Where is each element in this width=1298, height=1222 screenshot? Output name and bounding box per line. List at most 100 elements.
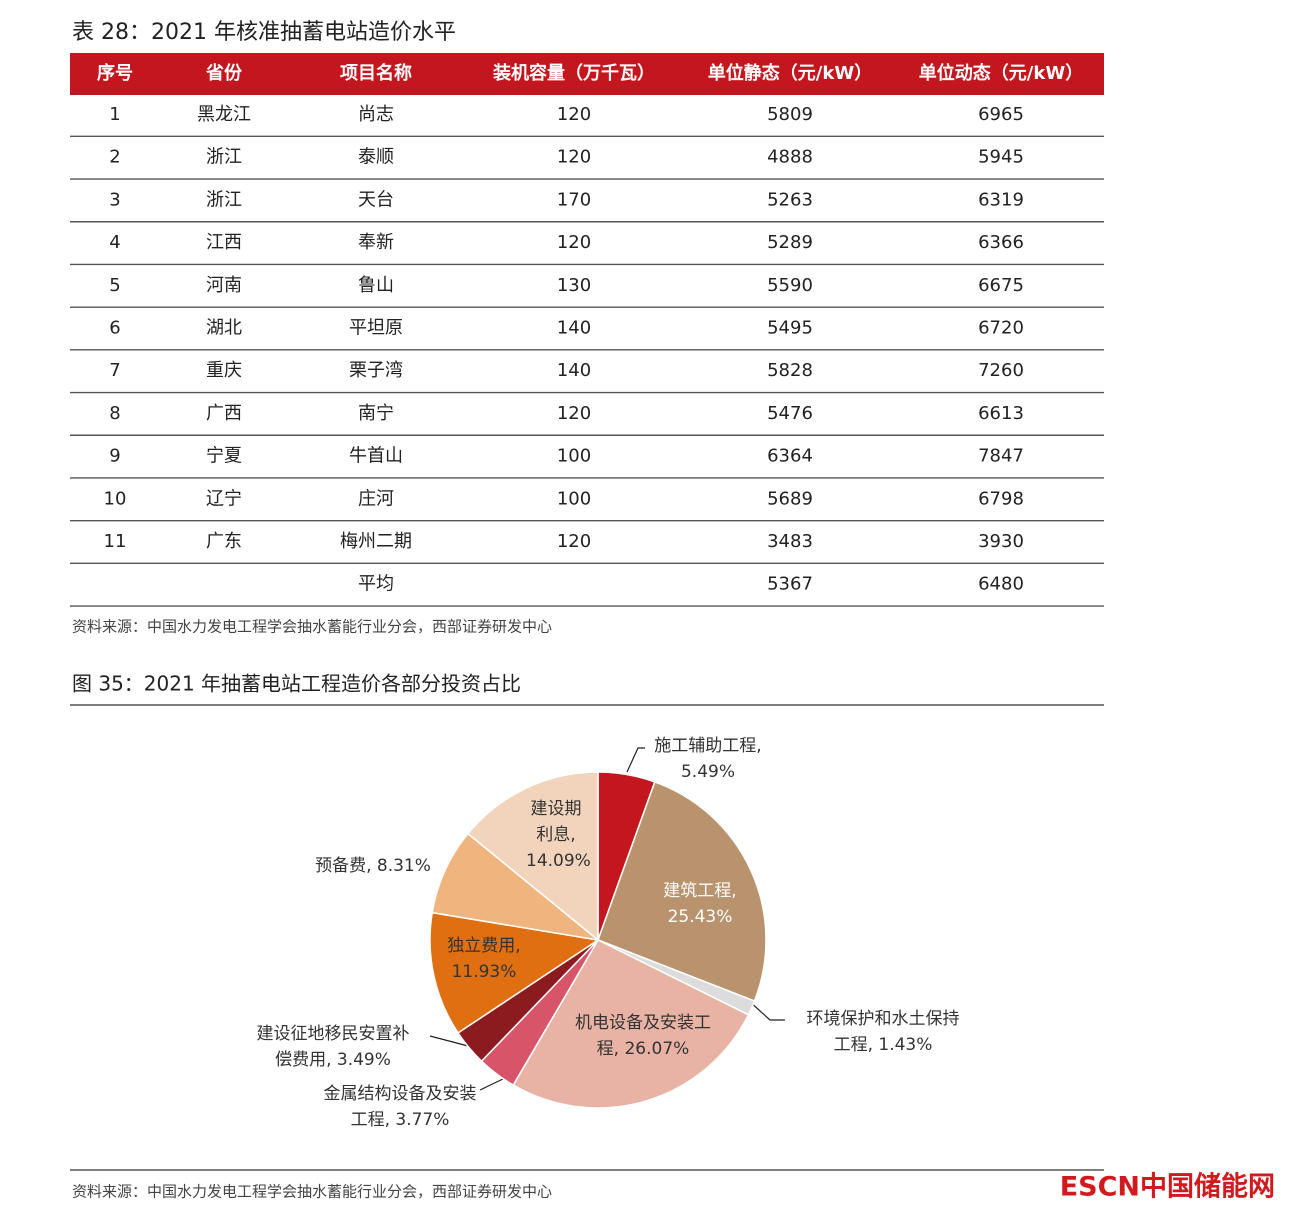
cell: 120 <box>557 531 591 552</box>
label-text: 8.31% <box>376 856 431 876</box>
cell: 广西 <box>206 403 242 424</box>
slice-label: 施工辅助工程, 5.49% <box>638 733 778 785</box>
cell: 宁夏 <box>206 446 242 467</box>
cell: 2 <box>109 147 120 168</box>
label-text: 建设期利息, <box>530 799 582 845</box>
label-text: 14.09% <box>526 851 591 871</box>
slice-label: 建筑工程, 25.43% <box>645 878 755 930</box>
cell: 6366 <box>978 232 1024 253</box>
slice-label: 独立费用, 11.93% <box>429 933 539 985</box>
cell: 4888 <box>767 147 813 168</box>
cell: 6675 <box>978 275 1024 296</box>
header-cell: 单位静态（元/kW） <box>708 62 872 84</box>
header-cell: 单位动态（元/kW） <box>919 62 1083 84</box>
cell: 5809 <box>767 104 813 125</box>
cell: 7847 <box>978 446 1024 467</box>
label-text: 环境保护和水土保持工程, <box>806 1009 960 1055</box>
cell: 天台 <box>358 189 394 210</box>
cell: 9 <box>109 446 120 467</box>
cell: 120 <box>557 147 591 168</box>
cell: 7260 <box>978 360 1024 381</box>
label-text: 建筑工程, <box>663 881 737 901</box>
cell: 6613 <box>978 403 1024 424</box>
label-text: 11.93% <box>451 962 517 982</box>
cell: 平坦原 <box>349 318 403 339</box>
label-text: 机电设备及安装工程, <box>575 1013 711 1059</box>
cell: 5689 <box>767 488 813 509</box>
cell: 120 <box>557 104 591 125</box>
cell: 6965 <box>978 104 1024 125</box>
cell: 浙江 <box>206 147 242 168</box>
cell: 辽宁 <box>206 488 242 509</box>
header-cell: 省份 <box>205 62 243 84</box>
label-text: 3.49% <box>336 1050 391 1070</box>
cell: 5289 <box>767 232 813 253</box>
cell: 5263 <box>767 189 813 210</box>
cell: 10 <box>104 488 127 509</box>
cell: 江西 <box>206 232 242 253</box>
cell: 5367 <box>767 574 813 595</box>
cell: 湖北 <box>206 318 242 339</box>
cell: 1 <box>109 104 120 125</box>
cell: 5828 <box>767 360 813 381</box>
cell: 120 <box>557 403 591 424</box>
chart-title: 图 35：2021 年抽蓄电站工程造价各部分投资占比 <box>72 672 521 696</box>
header-cell: 项目名称 <box>340 62 412 84</box>
cell: 6798 <box>978 488 1024 509</box>
cell: 栗子湾 <box>349 360 403 381</box>
cell: 浙江 <box>206 189 242 210</box>
label-text: 金属结构设备及安装工程, <box>323 1084 477 1130</box>
table-title: 表 28：2021 年核准抽蓄电站造价水平 <box>72 20 456 45</box>
cell: 7 <box>109 360 120 381</box>
cell: 黑龙江 <box>197 104 251 125</box>
slice-label: 建设征地移民安置补偿费用, 3.49% <box>253 1021 413 1073</box>
label-text: 施工辅助工程, <box>654 736 762 756</box>
cell: 3 <box>109 189 120 210</box>
pie-slice <box>597 780 767 1003</box>
cell: 泰顺 <box>358 147 394 168</box>
cell: 6319 <box>978 189 1024 210</box>
cell: 3483 <box>767 531 813 552</box>
label-text: 5.49% <box>680 762 735 782</box>
cell: 6480 <box>978 574 1024 595</box>
label-text: 独立费用, <box>447 936 521 956</box>
header-cell: 序号 <box>97 62 133 84</box>
cell: 6720 <box>978 318 1024 339</box>
cell: 尚志 <box>358 104 394 125</box>
label-text: 1.43% <box>878 1035 933 1055</box>
cell: 奉新 <box>358 232 394 253</box>
cell: 河南 <box>206 275 242 296</box>
header-band <box>70 53 1104 95</box>
cell: 5 <box>109 275 120 296</box>
cell: 庄河 <box>358 488 394 509</box>
label-text: 预备费, <box>315 856 372 876</box>
cell: 11 <box>104 531 127 552</box>
cell: 5476 <box>767 403 813 424</box>
cell: 8 <box>109 403 120 424</box>
pie-slice <box>431 832 601 942</box>
label-text: 3.77% <box>395 1110 450 1130</box>
label-text: 26.07% <box>624 1039 690 1059</box>
slice-label: 预备费, 8.31% <box>288 853 458 879</box>
cell: 平均 <box>358 574 394 595</box>
cell: 170 <box>557 189 591 210</box>
label-text: 25.43% <box>667 907 733 927</box>
label-text: 建设征地移民安置补偿费用, <box>256 1024 410 1070</box>
pie-slice <box>429 911 601 1034</box>
cell: 5590 <box>767 275 813 296</box>
pie-slice <box>466 771 599 942</box>
cell: 牛首山 <box>349 446 403 467</box>
cell: 鲁山 <box>358 275 394 296</box>
slice-label: 机电设备及安装工程, 26.07% <box>571 1010 716 1062</box>
cell: 梅州二期 <box>340 531 412 552</box>
cell: 南宁 <box>358 403 394 424</box>
table-source: 资料来源：中国水力发电工程学会抽水蓄能行业分会，西部证券研发中心 <box>72 618 552 636</box>
watermark: ESCN中国储能网 <box>1060 1171 1275 1203</box>
cell: 100 <box>557 488 591 509</box>
cell: 5495 <box>767 318 813 339</box>
cell: 100 <box>557 446 591 467</box>
cell: 5945 <box>978 147 1024 168</box>
cell: 3930 <box>978 531 1024 552</box>
